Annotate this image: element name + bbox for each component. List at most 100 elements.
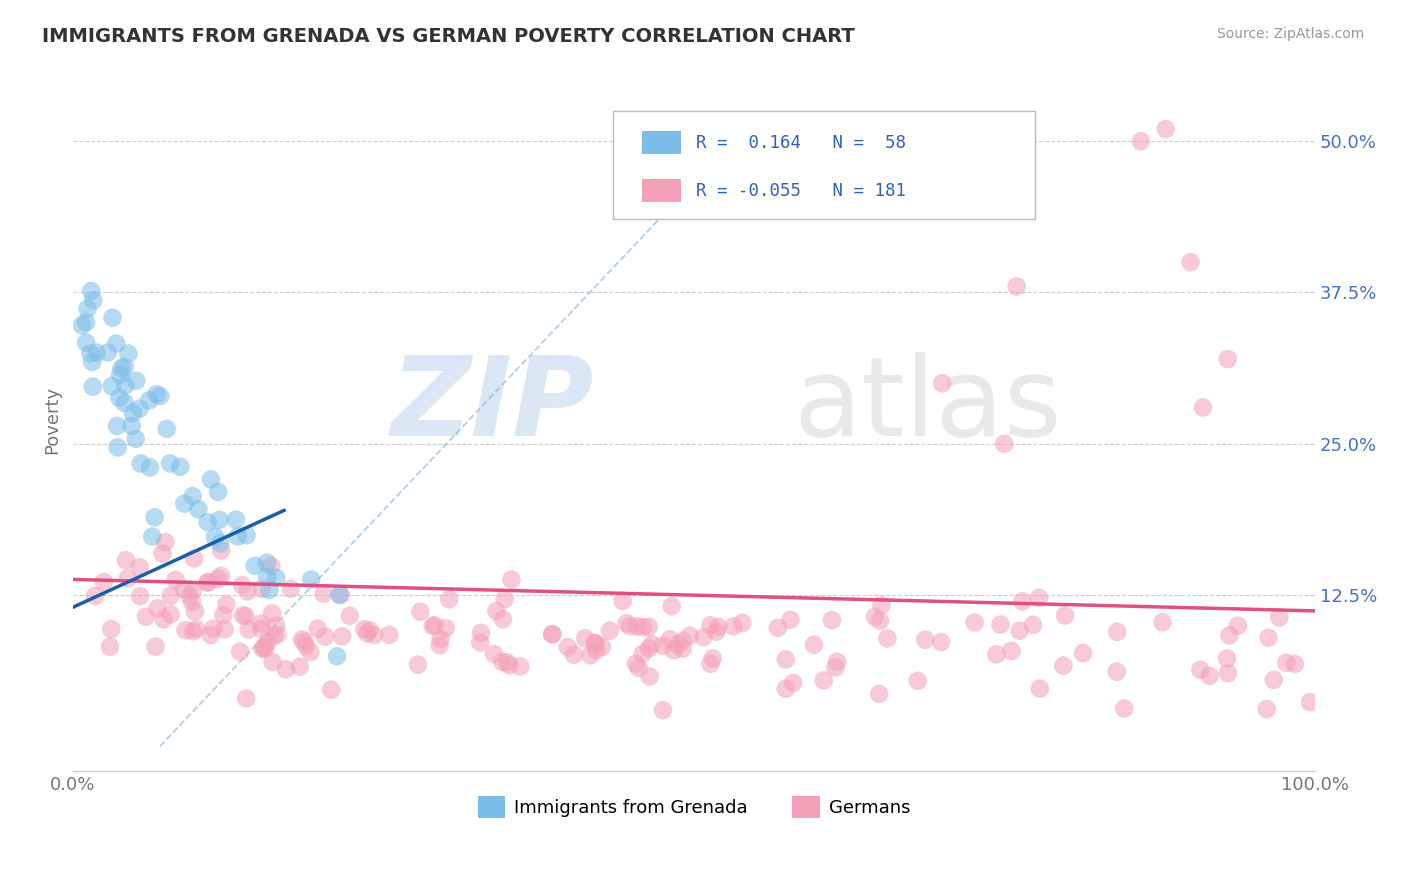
Point: [1218, 628, 1240, 642]
Point: [207, 572, 229, 586]
Point: [105, 418, 128, 433]
Point: [1011, 594, 1033, 608]
Point: [591, 640, 613, 654]
Text: Source: ZipAtlas.com: Source: ZipAtlas.com: [1216, 27, 1364, 41]
Point: [652, 639, 675, 653]
Point: [876, 632, 898, 646]
Point: [1000, 644, 1022, 658]
Point: [1216, 352, 1239, 367]
Point: [100, 379, 122, 393]
Point: [274, 662, 297, 676]
Point: [129, 457, 152, 471]
Point: [159, 589, 181, 603]
Point: [1192, 401, 1215, 415]
Point: [291, 632, 314, 647]
Point: [197, 575, 219, 590]
Point: [541, 627, 564, 641]
Point: [627, 661, 650, 675]
Point: [114, 359, 136, 374]
Point: [179, 589, 201, 603]
Point: [75, 315, 97, 329]
Point: [1053, 608, 1076, 623]
Point: [200, 472, 222, 486]
Point: [155, 535, 177, 549]
Point: [498, 658, 520, 673]
Point: [208, 513, 231, 527]
Point: [429, 632, 451, 647]
Point: [209, 569, 232, 583]
Point: [1105, 665, 1128, 679]
Point: [330, 630, 353, 644]
Point: [214, 623, 236, 637]
Point: [993, 437, 1015, 451]
Point: [1268, 610, 1291, 624]
Point: [1216, 651, 1239, 665]
Point: [143, 510, 166, 524]
Point: [679, 629, 702, 643]
Point: [197, 575, 219, 590]
Point: [108, 391, 131, 405]
Point: [825, 655, 848, 669]
Point: [666, 638, 689, 652]
Point: [1005, 279, 1028, 293]
Text: IMMIGRANTS FROM GRENADA VS GERMAN POVERTY CORRELATION CHART: IMMIGRANTS FROM GRENADA VS GERMAN POVERT…: [42, 27, 855, 45]
Point: [775, 652, 797, 666]
Point: [585, 643, 607, 657]
Point: [638, 669, 661, 683]
Point: [619, 619, 641, 633]
Point: [259, 582, 281, 597]
Point: [79, 346, 101, 360]
Point: [496, 656, 519, 670]
Point: [482, 647, 505, 661]
Y-axis label: Poverty: Poverty: [44, 385, 60, 454]
Point: [262, 655, 284, 669]
Point: [145, 387, 167, 401]
Text: R =  0.164   N =  58: R = 0.164 N = 58: [696, 134, 907, 152]
Point: [225, 512, 247, 526]
Point: [135, 609, 157, 624]
Point: [562, 648, 585, 662]
Point: [139, 460, 162, 475]
Point: [295, 639, 318, 653]
Point: [236, 584, 259, 599]
Point: [70, 318, 93, 333]
Point: [312, 586, 335, 600]
Point: [723, 619, 745, 633]
Legend: Immigrants from Grenada, Germans: Immigrants from Grenada, Germans: [471, 789, 917, 825]
Point: [422, 619, 444, 633]
Point: [280, 582, 302, 596]
Point: [250, 582, 273, 596]
Point: [97, 345, 120, 359]
Point: [706, 624, 728, 639]
Point: [782, 676, 804, 690]
Point: [330, 588, 353, 602]
Point: [423, 618, 446, 632]
Point: [98, 640, 121, 654]
Point: [129, 589, 152, 603]
Point: [101, 310, 124, 325]
Point: [82, 355, 104, 369]
Point: [437, 592, 460, 607]
Point: [963, 615, 986, 630]
Point: [138, 393, 160, 408]
Point: [115, 553, 138, 567]
Point: [470, 635, 492, 649]
Point: [1216, 666, 1239, 681]
Point: [263, 629, 285, 643]
Point: [121, 406, 143, 420]
Point: [266, 628, 288, 642]
Point: [626, 619, 648, 633]
Point: [494, 592, 516, 607]
Point: [105, 336, 128, 351]
Point: [184, 604, 207, 618]
Point: [1275, 656, 1298, 670]
Point: [1299, 695, 1322, 709]
Point: [152, 547, 174, 561]
Point: [299, 573, 322, 587]
Point: [641, 637, 664, 651]
Point: [181, 583, 204, 598]
Point: [235, 609, 257, 624]
Point: [326, 649, 349, 664]
Point: [1129, 134, 1152, 148]
Point: [173, 582, 195, 597]
